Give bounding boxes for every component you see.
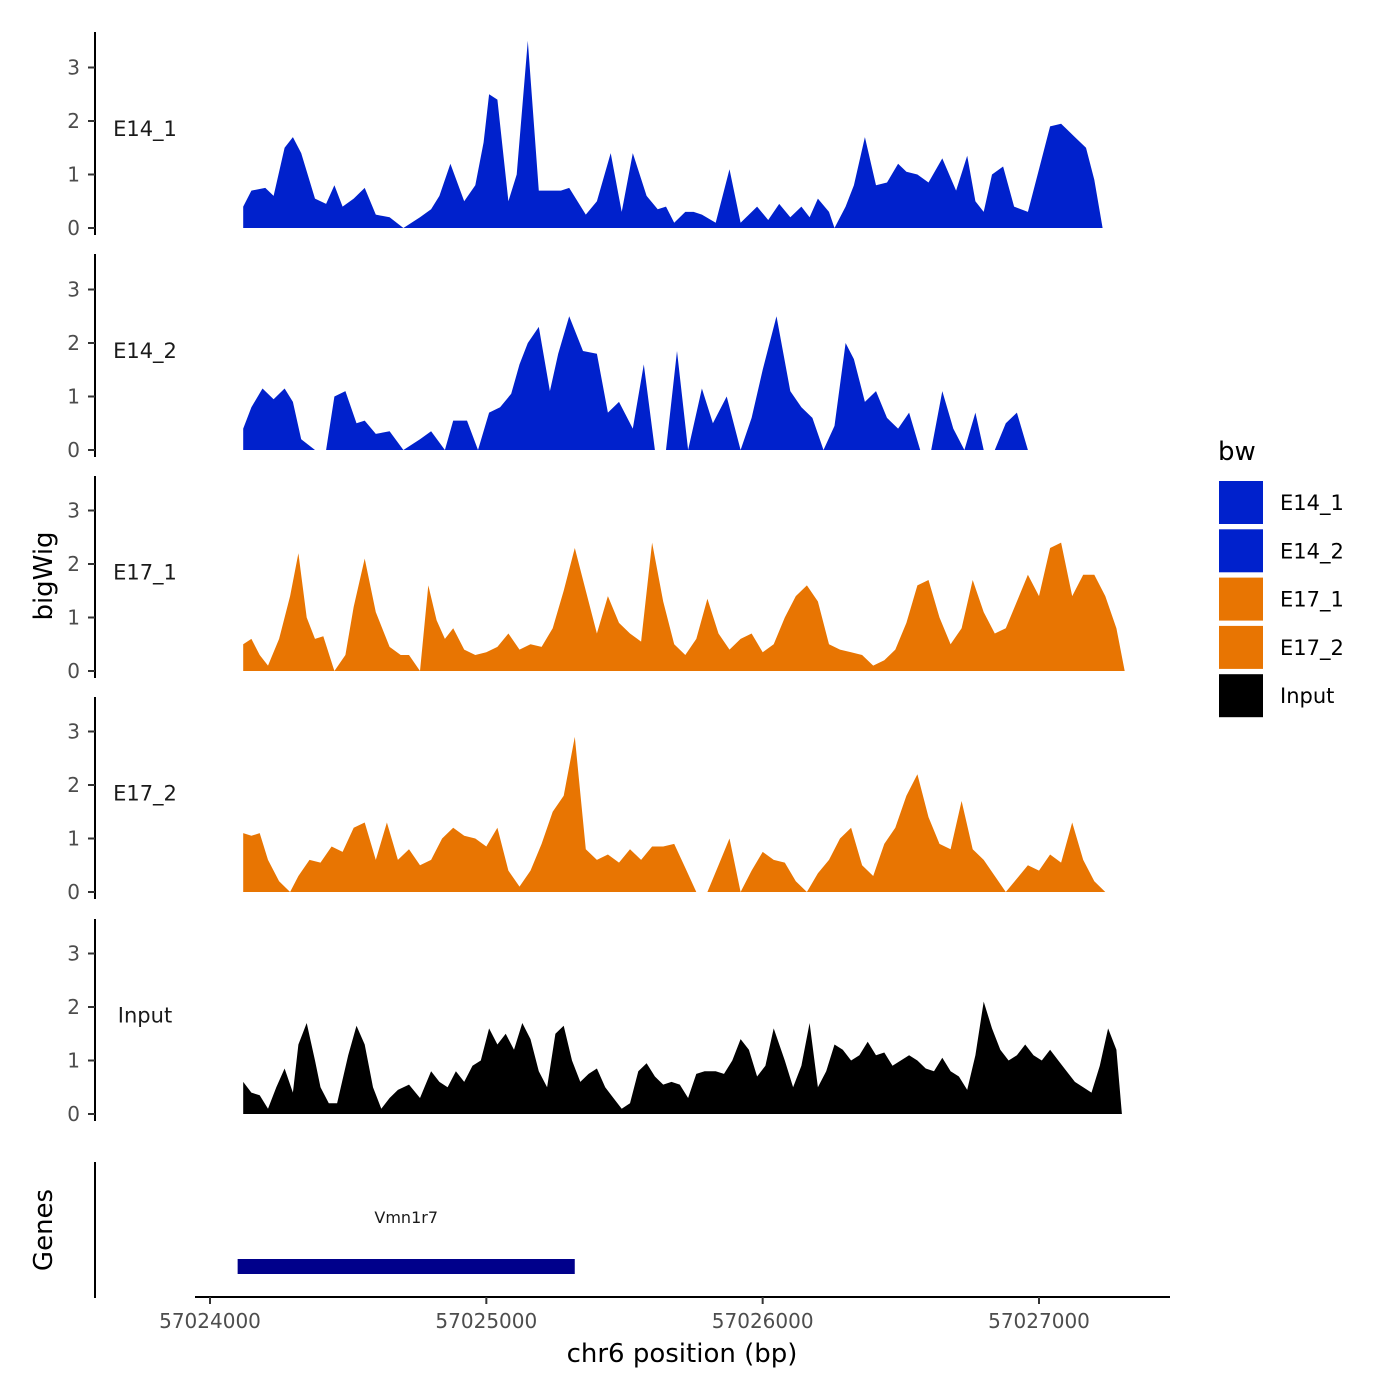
legend-label: Input	[1280, 684, 1334, 708]
track-label: Input	[118, 1003, 172, 1027]
x-tick-label: 57025000	[435, 1309, 537, 1333]
track-e17-2: 0 1 2 3 E17_2	[67, 697, 1122, 904]
y-tick-label: 2	[67, 109, 80, 133]
y-tick-label: 3	[67, 499, 80, 523]
track-label: E17_1	[113, 560, 177, 585]
y-tick-label: 1	[67, 1049, 80, 1073]
y-tick-label: 0	[67, 659, 80, 683]
track-label: E14_1	[113, 117, 177, 142]
track-label: E17_2	[113, 781, 177, 806]
x-tick-label: 57026000	[712, 1309, 814, 1333]
x-tick-label: 57027000	[988, 1309, 1090, 1333]
x-axis-ticks: 57024000 57025000 57026000 57027000	[159, 1297, 1090, 1333]
signal-area-e17-1	[243, 542, 1125, 671]
gene-feature	[237, 1259, 575, 1274]
y-tick-label: 2	[67, 773, 80, 797]
signal-area-e14-2	[243, 316, 1122, 450]
y-tick-label: 2	[67, 552, 80, 576]
legend-swatch	[1219, 529, 1263, 573]
genes-axis-title: Genes	[29, 1189, 59, 1271]
y-tick-label: 3	[67, 942, 80, 966]
legend-swatch	[1219, 625, 1263, 669]
y-tick-label: 3	[67, 56, 80, 80]
x-tick-label: 57024000	[159, 1309, 261, 1333]
x-axis-title: chr6 position (bp)	[567, 1339, 798, 1369]
y-tick-label: 1	[67, 163, 80, 187]
y-tick-label: 0	[67, 880, 80, 904]
gene-features: Vmn1r7	[237, 1208, 575, 1274]
track-e14-2: 0 1 2 3 E14_2	[67, 254, 1122, 462]
y-tick-label: 1	[67, 606, 80, 630]
legend-label: E17_1	[1280, 588, 1344, 613]
y-tick-label: 0	[67, 1102, 80, 1126]
y-tick-label: 1	[67, 827, 80, 851]
genes-panel: Genes Vmn1r7	[29, 1162, 575, 1298]
track-input: 0 1 2 3 Input	[67, 919, 1122, 1126]
y-tick-label: 1	[67, 385, 80, 409]
legend-label: E17_2	[1280, 636, 1344, 661]
y-tick-label: 0	[67, 438, 80, 462]
gene-label: Vmn1r7	[374, 1208, 438, 1227]
legend-swatch	[1219, 674, 1263, 718]
y-tick-label: 3	[67, 278, 80, 302]
y-tick-label: 3	[67, 720, 80, 744]
tracks-group: 0 1 2 3 E14_1 0 1 2 3 E14_2 0 1 2 3 E17_1 0 1 2 3 E17_2 0 1 2 3…	[67, 32, 1125, 1126]
track-e14-1: 0 1 2 3 E14_1	[67, 32, 1122, 240]
legend-label: E14_2	[1280, 539, 1344, 564]
y-tick-label: 2	[67, 995, 80, 1019]
legend-label: E14_1	[1280, 491, 1344, 516]
legend-entries: E14_1 E14_2 E17_1 E17_2 Input	[1219, 481, 1344, 718]
signal-area-input	[243, 1001, 1122, 1114]
legend-title: bw	[1218, 437, 1256, 467]
legend-swatch	[1219, 577, 1263, 621]
y-axis-title: bigWig	[29, 531, 59, 620]
y-tick-label: 2	[67, 331, 80, 355]
signal-area-e14-1	[243, 40, 1122, 228]
signal-area-e17-2	[243, 736, 1122, 892]
x-axis: 57024000 57025000 57026000 57027000 chr6 po…	[159, 1296, 1170, 1369]
legend: bw E14_1 E14_2 E17_1 E17_2 Input	[1218, 437, 1344, 718]
legend-swatch	[1219, 481, 1263, 524]
y-tick-label: 0	[67, 216, 80, 240]
track-e17-1: 0 1 2 3 E17_1	[67, 476, 1125, 683]
track-label: E14_2	[113, 339, 177, 364]
